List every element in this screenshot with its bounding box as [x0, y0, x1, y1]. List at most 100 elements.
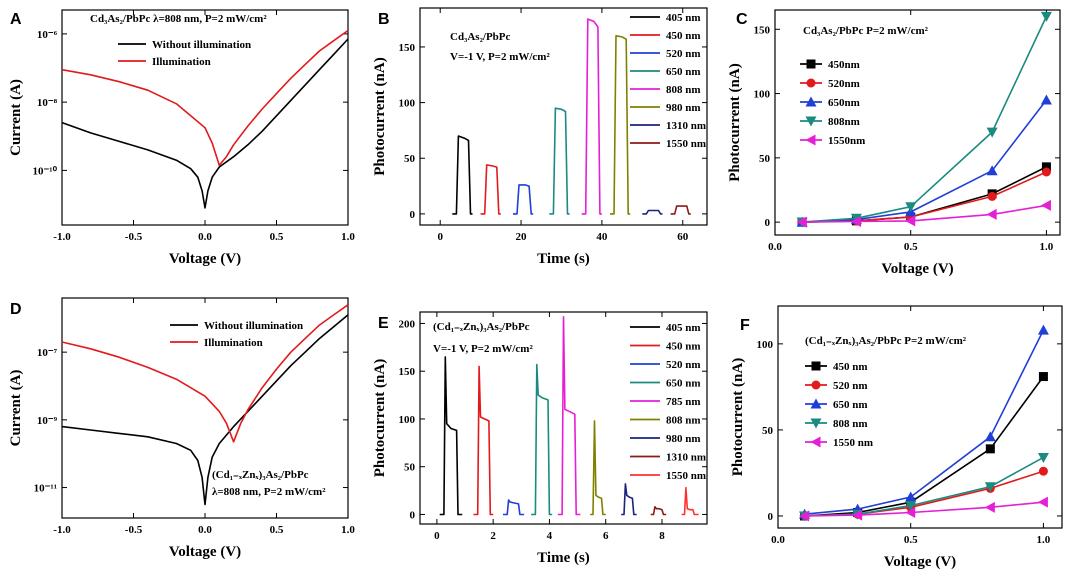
data-point [1041, 167, 1051, 177]
series-line [670, 205, 691, 215]
chart-annotation: Cd₃As₂/PbPc P=2 mW/cm² [803, 25, 929, 37]
legend-label: 650 nm [666, 378, 701, 390]
x-axis-title: Voltage (V) [169, 544, 241, 560]
y-tick-label: 10⁻⁷ [37, 347, 58, 359]
x-axis-title: Voltage (V) [169, 251, 241, 267]
x-tick-label: -1.0 [53, 231, 71, 243]
y-tick-label: 10⁻⁶ [37, 29, 58, 41]
y-tick-label: 150 [399, 42, 416, 54]
chart-annotation: λ=808 nm, P=2 mW/cm² [212, 486, 326, 498]
legend-label: 650 nm [666, 66, 701, 78]
y-tick-label: 50 [404, 153, 416, 165]
data-point [1038, 372, 1048, 382]
panel-d: D -1.0 -0.5 0.0 0.5 1.0 10⁻⁷ 10⁻⁹ 10⁻¹¹ Voltage (… [8, 297, 355, 560]
y-tick-label: 0 [765, 217, 771, 229]
y-tick-label: 200 [399, 318, 416, 330]
legend-label: 450nm [828, 59, 860, 71]
x-tick-label: 0.0 [768, 241, 782, 253]
plot-frame [777, 305, 1063, 529]
series-line [590, 420, 606, 516]
y-tick-label: 100 [754, 89, 771, 101]
chart-annotation: Cd₃As₂/PbPc [450, 31, 510, 43]
panel-c: C 0.0 0.5 1.0 0 50 100 150 Voltage (V) Photocurre… [727, 9, 1061, 277]
panel-label: D [10, 301, 22, 318]
panel-label: A [10, 11, 22, 28]
legend-label: 520 nm [833, 380, 868, 392]
data-point [1040, 199, 1051, 211]
x-tick-label: 8 [659, 530, 665, 542]
x-axis-title: Time (s) [537, 251, 590, 267]
series-line [480, 164, 501, 215]
x-tick-label: -0.5 [125, 524, 143, 536]
legend-marker [811, 380, 821, 390]
data-point [1041, 162, 1051, 172]
x-tick-label: 1.0 [1037, 534, 1051, 546]
data-point [1037, 324, 1049, 335]
legend-label: 1310 nm [666, 452, 706, 464]
legend-label: 808 nm [666, 415, 701, 427]
data-point [905, 501, 917, 512]
series-line [681, 486, 699, 516]
y-tick-label: 0 [410, 509, 416, 521]
y-tick-label: 100 [399, 414, 416, 426]
x-axis-title: Voltage (V) [884, 554, 956, 570]
x-tick-label: 2 [490, 530, 496, 542]
y-tick-label: 50 [404, 462, 416, 474]
panel-label: B [378, 11, 390, 28]
chart-annotation: (Cd₁₋ₓZnₓ)₃As₂/PbPc [433, 321, 530, 333]
y-tick-label: 0 [768, 511, 774, 523]
y-tick-label: 10⁻⁹ [37, 415, 58, 427]
y-tick-label: 150 [399, 366, 416, 378]
chart-annotation: (Cd₁₋ₓZnₓ)₃As₂/PbPc P=2 mW/cm² [805, 335, 967, 347]
x-tick-label: 0.5 [270, 524, 284, 536]
data-point [1037, 452, 1049, 463]
plot-frame [419, 311, 708, 525]
data-point [985, 444, 995, 454]
x-tick-label: 1.0 [1040, 241, 1054, 253]
series-line [531, 363, 553, 516]
x-tick-label: -0.5 [125, 231, 143, 243]
panel-b: B 0 20 40 60 0 50 100 150 Time (s) Photocurrent (n… [372, 7, 708, 267]
x-axis-title: Time (s) [537, 550, 590, 566]
data-point [986, 165, 998, 176]
y-tick-label: 10⁻¹¹ [34, 483, 57, 495]
legend-label: 450 nm [833, 361, 868, 373]
chart-annotation: Cd₃As₂/PbPc λ=808 nm, P=2 mW/cm² [90, 13, 267, 25]
legend-marker [810, 418, 822, 429]
x-tick-label: 0 [437, 231, 443, 243]
y-axis-title: Photocurrent (nA) [730, 358, 746, 476]
x-tick-label: 0.0 [198, 524, 212, 536]
legend-label: Illumination [152, 56, 211, 68]
y-axis-title: Photocurrent (nA) [372, 359, 388, 477]
legend-marker [805, 134, 816, 146]
x-tick-label: 6 [603, 530, 609, 542]
y-axis-title: Photocurrent (nA) [372, 57, 388, 175]
data-point [984, 501, 995, 513]
panel-e: E 0 2 4 6 8 0 50 100 150 200 Time (s) Photocurrent (… [372, 311, 708, 566]
series-line [642, 209, 663, 215]
y-tick-label: 150 [754, 24, 771, 36]
legend-marker [810, 436, 821, 448]
legend-label: 450 nm [666, 30, 701, 42]
y-tick-label: 100 [757, 339, 774, 351]
x-tick-label: 1.0 [341, 231, 355, 243]
x-tick-label: 0.5 [904, 534, 918, 546]
legend-label: Without illumination [204, 320, 303, 332]
data-point [852, 509, 863, 521]
series-line [557, 315, 581, 516]
x-tick-label: -1.0 [53, 524, 71, 536]
data-point [1040, 11, 1052, 22]
legend-label: 808 nm [833, 418, 868, 430]
data-point [905, 491, 917, 502]
legend-label: 785 nm [666, 396, 701, 408]
x-tick-label: 0.5 [904, 241, 918, 253]
data-point [799, 510, 810, 522]
legend-label: 1550 nm [666, 138, 706, 150]
series-line [621, 483, 637, 516]
data-point [1037, 496, 1048, 508]
series-line [581, 18, 602, 215]
series-line [439, 356, 463, 516]
x-tick-label: 0.0 [771, 534, 785, 546]
series-line [513, 184, 534, 215]
chart-annotation: V=-1 V, P=2 mW/cm² [450, 51, 550, 63]
